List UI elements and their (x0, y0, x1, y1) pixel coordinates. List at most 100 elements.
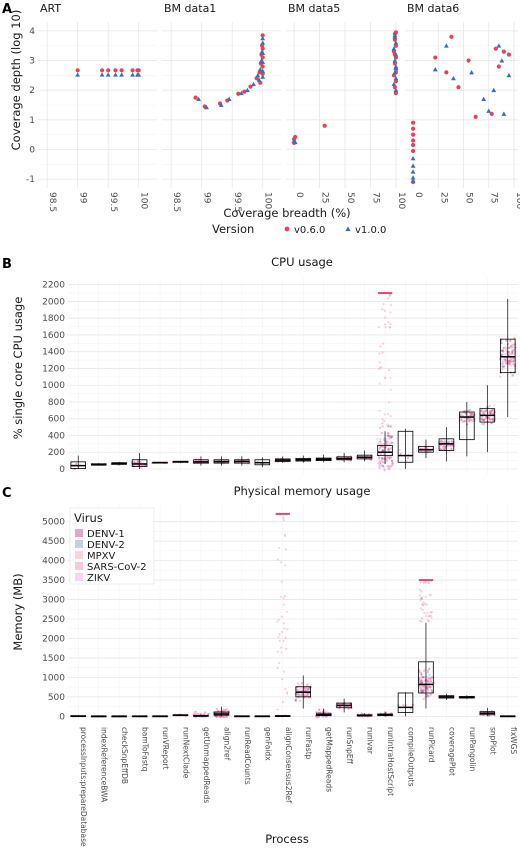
process-tick-label: getUnmappedReads (202, 727, 211, 803)
jitter-point (379, 445, 382, 448)
point-v060 (456, 85, 461, 90)
jitter-point (75, 462, 78, 466)
box-group-20 (458, 695, 476, 700)
jitter-point (380, 459, 383, 462)
jitter-point (504, 348, 507, 351)
point-v100 (260, 74, 266, 79)
outlier-point (382, 302, 385, 306)
jitter-point (379, 426, 382, 430)
panel-c-title: Physical memory usage (234, 484, 371, 498)
outlier-point (420, 597, 423, 600)
jitter-point (388, 435, 392, 438)
outlier-point (282, 597, 285, 600)
process-tick-label: snpPlot (488, 727, 497, 755)
jitter-point (297, 684, 301, 687)
point-v060 (444, 70, 449, 75)
box-iqr (397, 430, 414, 463)
box-group-15 (355, 450, 373, 462)
process-tick-label: runPangolin (468, 727, 477, 772)
outlier-point (424, 580, 427, 583)
facet-4-x-tick-label: 100 (514, 192, 520, 209)
point-v100 (251, 81, 256, 87)
outlier-point (280, 580, 283, 584)
outlier-point (420, 620, 423, 623)
point-v100 (392, 69, 398, 75)
outlier-point (276, 620, 279, 623)
jitter-point (385, 437, 388, 440)
jitter-point (406, 457, 410, 460)
facet-label-2: BM data1 (164, 2, 216, 15)
jitter-point (309, 697, 312, 700)
jitter-point (422, 676, 425, 679)
outlier-point (418, 594, 422, 597)
box-group-22 (499, 298, 517, 418)
jitter-point (512, 343, 515, 346)
jitter-point (383, 469, 386, 472)
jitter-point (509, 353, 512, 356)
point-v100 (257, 67, 263, 72)
point-v060 (260, 46, 265, 51)
outlier-point (281, 677, 284, 681)
point-v060 (433, 55, 438, 60)
box-group-19 (438, 693, 455, 700)
outlier-point (419, 619, 422, 622)
facet-2: 98.5 99 99.5 100 BM data1 (162, 2, 281, 212)
virus-legend-key (75, 529, 83, 537)
outlier-point (284, 688, 287, 691)
jitter-point (382, 452, 386, 456)
facet-4: 0 25 50 75 100 BM data6 (405, 2, 520, 209)
jitter-point (387, 425, 390, 428)
jitter-point (420, 679, 423, 682)
jitter-point (502, 346, 505, 350)
outlier-point (377, 367, 381, 370)
jitter-point (513, 363, 516, 366)
jitter-point (386, 465, 389, 468)
outlier-point (282, 670, 286, 673)
jitter-point (420, 673, 423, 676)
outlier-point (283, 595, 287, 598)
jitter-point (500, 342, 503, 345)
facet-1-x-tick-label: 99.5 (108, 192, 118, 212)
panelB-y-tick-label: 1400 (42, 348, 65, 358)
outlier-point (377, 326, 381, 329)
outlier-point (389, 376, 392, 379)
jitter-point (391, 462, 394, 465)
outlier-point (285, 692, 289, 695)
jitter-point (460, 412, 463, 416)
panelB-y-tick-label: 1600 (42, 331, 65, 341)
facet-4-x-tick-label: 75 (489, 192, 499, 203)
jitter-point (377, 440, 381, 444)
process-tick-label: runPicard (427, 727, 436, 763)
jitter-point (305, 687, 308, 690)
outlier-point (284, 535, 287, 538)
jitter-point (426, 685, 429, 689)
jitter-point (451, 439, 454, 443)
outlier-point (285, 691, 289, 694)
box-group-17 (397, 428, 414, 469)
jitter-point (196, 712, 200, 715)
jitter-point (227, 709, 231, 713)
outlier-point (378, 361, 381, 364)
box-group-1 (70, 455, 86, 471)
jitter-point (388, 437, 391, 440)
legend-label-v100: v1.0.0 (355, 225, 386, 236)
panelB-y-tick-label: 200 (48, 448, 65, 458)
facet-1-x-tick-label: 100 (139, 192, 149, 209)
jitter-point (423, 668, 426, 671)
panel-b-title: CPU usage (271, 255, 333, 269)
outlier-point (386, 297, 390, 300)
virus-legend-key (75, 562, 83, 570)
outlier-point (429, 614, 432, 617)
point-v100 (451, 75, 456, 81)
outlier-point (388, 401, 391, 404)
box-group-10 (254, 457, 271, 468)
panel-a-y-tick-label: -1 (26, 175, 35, 185)
point-v100 (392, 58, 398, 63)
facet-3-x-tick-label: 75 (370, 192, 380, 203)
box-group-18 (417, 579, 435, 709)
jitter-point (418, 676, 421, 679)
jitter-point (381, 422, 384, 425)
outlier-point (420, 617, 424, 620)
